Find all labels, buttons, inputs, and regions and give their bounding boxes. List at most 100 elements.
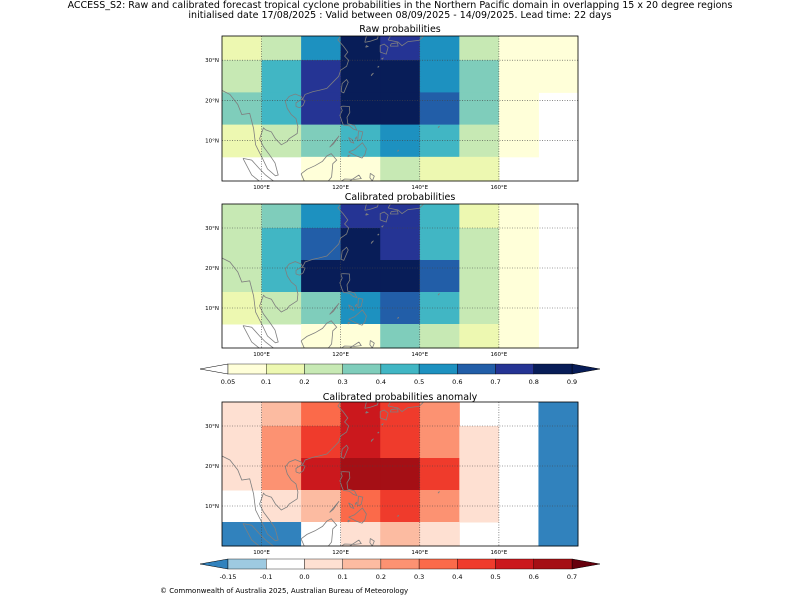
heatmap-cell <box>222 60 263 93</box>
coastline <box>381 225 384 228</box>
heatmap-cell <box>301 92 342 126</box>
colorbar-tick-label: 0.7 <box>490 378 500 386</box>
colorbar-tick-label: 0.05 <box>221 378 235 386</box>
coastline <box>369 172 375 181</box>
coastline <box>381 57 384 60</box>
colorbar-segment <box>495 558 534 570</box>
figure-title-line-1: ACCESS_S2: Raw and calibrated forecast t… <box>67 0 733 11</box>
colorbar-tick-label: 0.6 <box>452 378 462 386</box>
coastline <box>242 523 275 546</box>
heatmap-cell <box>380 426 421 459</box>
colorbar-tick-label: 0.5 <box>414 378 424 386</box>
coastline <box>377 233 380 236</box>
latitude-tick-label: 10°N <box>205 504 219 510</box>
colorbar-segment <box>304 363 343 375</box>
map-frame <box>221 401 579 547</box>
coastline <box>339 105 358 131</box>
coastline <box>347 519 351 523</box>
colorbar-tick-label: 0.0 <box>299 573 309 581</box>
longitude-tick-label: 140°E <box>411 550 428 556</box>
heatmap-cell <box>261 402 302 427</box>
coastline <box>354 303 358 307</box>
coastline <box>387 402 424 413</box>
heatmap-cell <box>419 60 460 93</box>
coastline <box>354 136 358 140</box>
heatmap-cell <box>380 260 421 293</box>
colorbar-segment <box>418 363 458 375</box>
coastline <box>340 444 349 459</box>
coastline <box>397 514 400 518</box>
coastline <box>397 316 400 320</box>
heatmap-cell <box>222 402 263 427</box>
heatmap-cell <box>261 60 302 93</box>
heatmap-cell <box>301 260 342 293</box>
heatmap-cell <box>380 228 421 261</box>
heatmap-cell <box>419 204 460 229</box>
coastline <box>340 341 362 348</box>
heatmap-cell <box>222 260 263 293</box>
coastline <box>340 246 349 261</box>
colorbar-tick-label: -0.15 <box>220 573 237 581</box>
figure-title-line-2: initialised date 17/08/2025 : Valid betw… <box>188 10 612 21</box>
coastline <box>364 402 379 409</box>
coastline <box>370 72 374 77</box>
coastline <box>364 36 379 43</box>
colorbar-tick-label: -0.1 <box>260 573 273 581</box>
longitude-tick-label: 140°E <box>411 185 428 191</box>
colorbar-segment <box>380 558 420 570</box>
longitude-tick-label: 100°E <box>253 185 270 191</box>
heatmap-cell <box>380 522 421 547</box>
colorbar-segment <box>266 558 305 570</box>
coastline <box>329 500 340 513</box>
colorbar-segment <box>342 558 382 570</box>
heatmap-cell <box>419 260 460 293</box>
colorbar-segment <box>227 558 267 570</box>
colorbar-segment <box>380 363 420 375</box>
heatmap-cell <box>222 36 263 61</box>
heatmap-cell <box>419 324 460 349</box>
heatmap-cell <box>222 204 263 229</box>
heatmap-cell <box>222 92 263 126</box>
colorbar-tick-label: 0.2 <box>376 573 386 581</box>
coastline <box>379 43 389 55</box>
panel-title-raw: Raw probabilities <box>359 24 441 35</box>
coastline <box>379 211 389 223</box>
heatmap-cell <box>340 426 381 459</box>
heatmap-cell <box>498 228 539 261</box>
coastline <box>379 409 389 421</box>
heatmap-cell <box>380 156 421 182</box>
heatmap-cell <box>538 458 579 491</box>
heatmap-cell <box>222 458 263 491</box>
colorbar-over-extension <box>571 558 601 570</box>
heatmap-cell <box>301 60 342 93</box>
latitude-tick-label: 10°N <box>205 306 219 312</box>
coastline <box>329 135 340 148</box>
coastline <box>364 204 379 211</box>
map-panel-raw: 100°E 120°E 140°E 160°E 30°N 20°N 10°N <box>205 35 579 191</box>
coastline <box>437 293 440 296</box>
colorbar-tick-label: 0.5 <box>490 573 500 581</box>
colorbar-tick-label: 0.8 <box>529 378 539 386</box>
heatmap-cell <box>261 36 302 61</box>
latitude-tick-label: 30°N <box>205 424 219 430</box>
heatmap-cell <box>380 324 421 349</box>
coastline <box>300 518 338 546</box>
coastline <box>437 491 440 494</box>
colorbar-segment <box>495 363 534 375</box>
coastline <box>387 36 424 47</box>
heatmap-cell <box>538 522 579 547</box>
colorbar-tick-label: 0.7 <box>567 573 577 581</box>
coastline <box>300 153 338 181</box>
panel-title-calibrated: Calibrated probabilities <box>344 192 456 203</box>
heatmap-cell <box>380 458 421 491</box>
heatmap-cell <box>498 522 539 547</box>
heatmap-cell <box>459 92 500 126</box>
heatmap-cell <box>380 36 421 61</box>
heatmap-cell <box>538 36 579 61</box>
coastline <box>437 125 440 129</box>
heatmap-cell <box>380 204 421 229</box>
coastline <box>300 320 338 348</box>
colorbar-tick-label: 0.6 <box>529 573 539 581</box>
coastline <box>340 78 349 94</box>
heatmap-cell <box>340 260 381 293</box>
